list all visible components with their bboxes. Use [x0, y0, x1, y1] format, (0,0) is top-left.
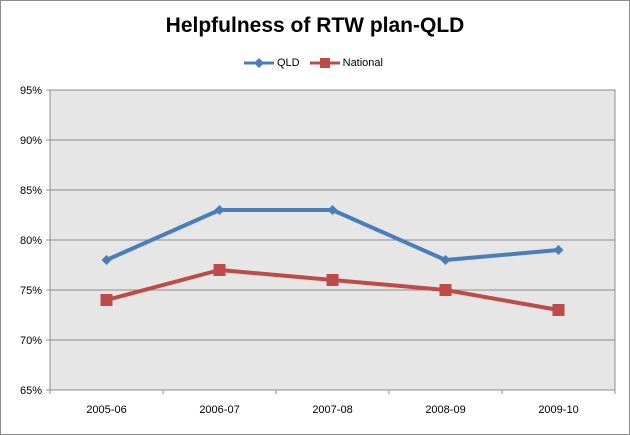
- x-tick-label: 2006-07: [199, 404, 239, 416]
- data-point-national: [326, 274, 339, 286]
- x-tick-label: 2008-09: [425, 404, 465, 416]
- legend-item-national: National: [309, 57, 383, 69]
- legend-marker-national: [309, 58, 340, 68]
- data-point-qld: [214, 205, 225, 215]
- y-tick-label: 75%: [20, 285, 42, 297]
- legend-label-national: National: [342, 57, 383, 69]
- y-tick-label: 65%: [20, 385, 42, 397]
- chart-title: Helpfulness of RTW plan-QLD: [165, 14, 465, 37]
- data-point-qld: [553, 245, 564, 255]
- data-point-national: [100, 294, 113, 306]
- data-point-qld: [440, 255, 451, 265]
- data-point-national: [439, 284, 452, 296]
- data-point-national: [213, 264, 226, 276]
- data-point-national: [552, 304, 565, 316]
- legend-marker-qld: [244, 58, 274, 68]
- data-point-qld: [101, 255, 112, 265]
- y-tick-label: 70%: [20, 335, 42, 347]
- legend-item-qld: QLD: [244, 57, 300, 69]
- x-tick-label: 2005-06: [86, 404, 126, 416]
- legend: QLD National: [244, 54, 393, 72]
- legend-label-qld: QLD: [277, 57, 300, 69]
- x-tick-label: 2009-10: [538, 404, 578, 416]
- x-tick-label: 2007-08: [312, 404, 352, 416]
- y-tick-label: 90%: [20, 135, 42, 147]
- y-tick-label: 85%: [20, 185, 42, 197]
- data-point-qld: [327, 205, 338, 215]
- y-tick-label: 95%: [20, 85, 42, 97]
- y-tick-label: 80%: [20, 235, 42, 247]
